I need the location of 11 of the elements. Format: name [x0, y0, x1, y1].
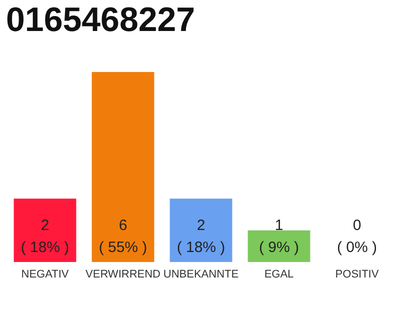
data-label: 2 ( 18% )	[20, 217, 70, 256]
data-label: 6 ( 55% )	[98, 217, 148, 256]
chart-title: 0165468227	[6, 1, 196, 39]
x-tick-label: VERWIRREND	[86, 268, 161, 280]
data-label: 1 ( 9% )	[258, 217, 300, 256]
x-tick-label: UNBEKANNTE	[163, 268, 239, 280]
data-label: 0 ( 0% )	[336, 217, 378, 256]
x-tick-label: EGAL	[264, 268, 294, 280]
x-tick-label: NEGATIV	[21, 268, 70, 280]
data-label: 2 ( 18% )	[176, 217, 226, 256]
x-tick-label: POSITIV	[335, 268, 380, 280]
